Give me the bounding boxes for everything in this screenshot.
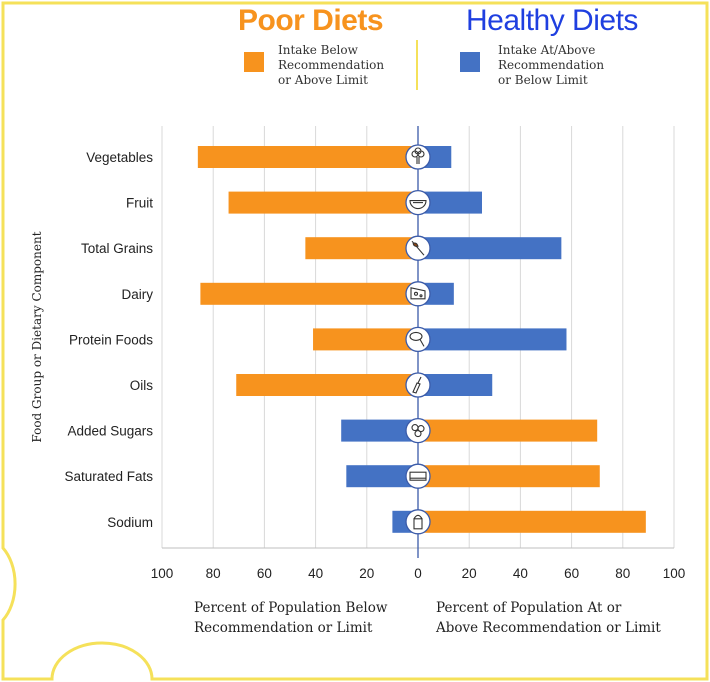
bar-right-oils [418, 374, 493, 396]
category-label: Oils [130, 378, 153, 393]
salt-shaker-icon-glyph [413, 514, 423, 530]
x-tick-label: 100 [663, 566, 686, 581]
salt-shaker-icon [405, 509, 431, 535]
drumstick-icon-glyph [409, 331, 425, 347]
bar-right-saturated-fats [418, 465, 600, 488]
broccoli-icon [405, 144, 431, 170]
x-tick-label: 0 [414, 566, 422, 581]
legend-swatch-healthy [460, 52, 480, 72]
poor-diets-title: Poor Diets [238, 4, 384, 37]
bar-left-vegetables [197, 146, 418, 168]
x-tick-label: 40 [308, 566, 323, 581]
bar-left-protein-foods [313, 328, 418, 351]
bar-left-dairy [200, 282, 418, 305]
x-tick-label: 40 [513, 566, 528, 581]
category-label: Vegetables [86, 150, 153, 165]
bar-right-total-grains [418, 237, 562, 260]
oil-bottle-icon-glyph [412, 376, 422, 394]
legend-line: Recommendation [498, 58, 605, 72]
x-axis-title-line: Above Recommendation or Limit [436, 620, 661, 636]
bar-left-oils [236, 374, 418, 396]
x-tick-label: 20 [359, 566, 374, 581]
butter-icon-glyph [409, 471, 427, 481]
x-tick-label: 20 [462, 566, 477, 581]
bar-right-fruit [418, 191, 482, 214]
x-axis-title-line: Recommendation or Limit [194, 620, 373, 636]
legend-swatch-poor [244, 52, 264, 72]
legend-divider [416, 40, 418, 90]
cheese-icon-glyph [410, 287, 426, 300]
category-label: Sodium [107, 515, 153, 530]
legend-label-poor: Intake Below Recommendation or Above Lim… [278, 43, 384, 88]
category-label: Protein Foods [69, 332, 153, 347]
oil-bottle-icon [405, 372, 431, 398]
x-axis-title-line: Percent of Population At or [436, 600, 622, 616]
x-tick-label: 80 [206, 566, 221, 581]
y-axis-title: Food Group or Dietary Component [30, 231, 44, 443]
category-label: Dairy [121, 287, 153, 302]
bar-right-protein-foods [418, 328, 567, 351]
bar-left-saturated-fats [346, 465, 418, 488]
category-label: Total Grains [81, 241, 153, 256]
x-tick-label: 60 [257, 566, 272, 581]
bar-left-total-grains [305, 237, 418, 260]
bar-left-added-sugars [341, 419, 418, 442]
candy-icon-glyph [411, 424, 425, 438]
x-tick-label: 60 [564, 566, 579, 581]
legend-line: or Below Limit [498, 73, 588, 87]
butter-icon [405, 463, 431, 489]
watermelon-icon-glyph [409, 200, 427, 210]
legend-line: Intake At/Above [498, 43, 596, 57]
broccoli-icon-glyph [411, 147, 425, 164]
wheat-icon-glyph [411, 240, 425, 256]
bar-left-fruit [228, 191, 418, 214]
x-axis-title-right: Percent of Population At or Above Recomm… [436, 598, 661, 638]
category-label: Fruit [126, 196, 153, 211]
bar-right-added-sugars [418, 419, 598, 442]
x-axis-title-left: Percent of Population Below Recommendati… [194, 598, 387, 638]
x-tick-label: 80 [615, 566, 630, 581]
drumstick-icon [405, 326, 431, 353]
legend-line: Intake Below [278, 43, 358, 57]
category-label: Added Sugars [67, 424, 153, 439]
bar-right-sodium [418, 510, 646, 533]
legend-label-healthy: Intake At/Above Recommendation or Below … [498, 43, 604, 88]
category-label: Saturated Fats [64, 469, 153, 484]
legend-line: Recommendation [278, 58, 385, 72]
legend-line: or Above Limit [278, 73, 368, 87]
x-axis-title-line: Percent of Population Below [194, 600, 388, 616]
healthy-diets-title: Healthy Diets [466, 4, 638, 37]
x-tick-label: 100 [151, 566, 174, 581]
